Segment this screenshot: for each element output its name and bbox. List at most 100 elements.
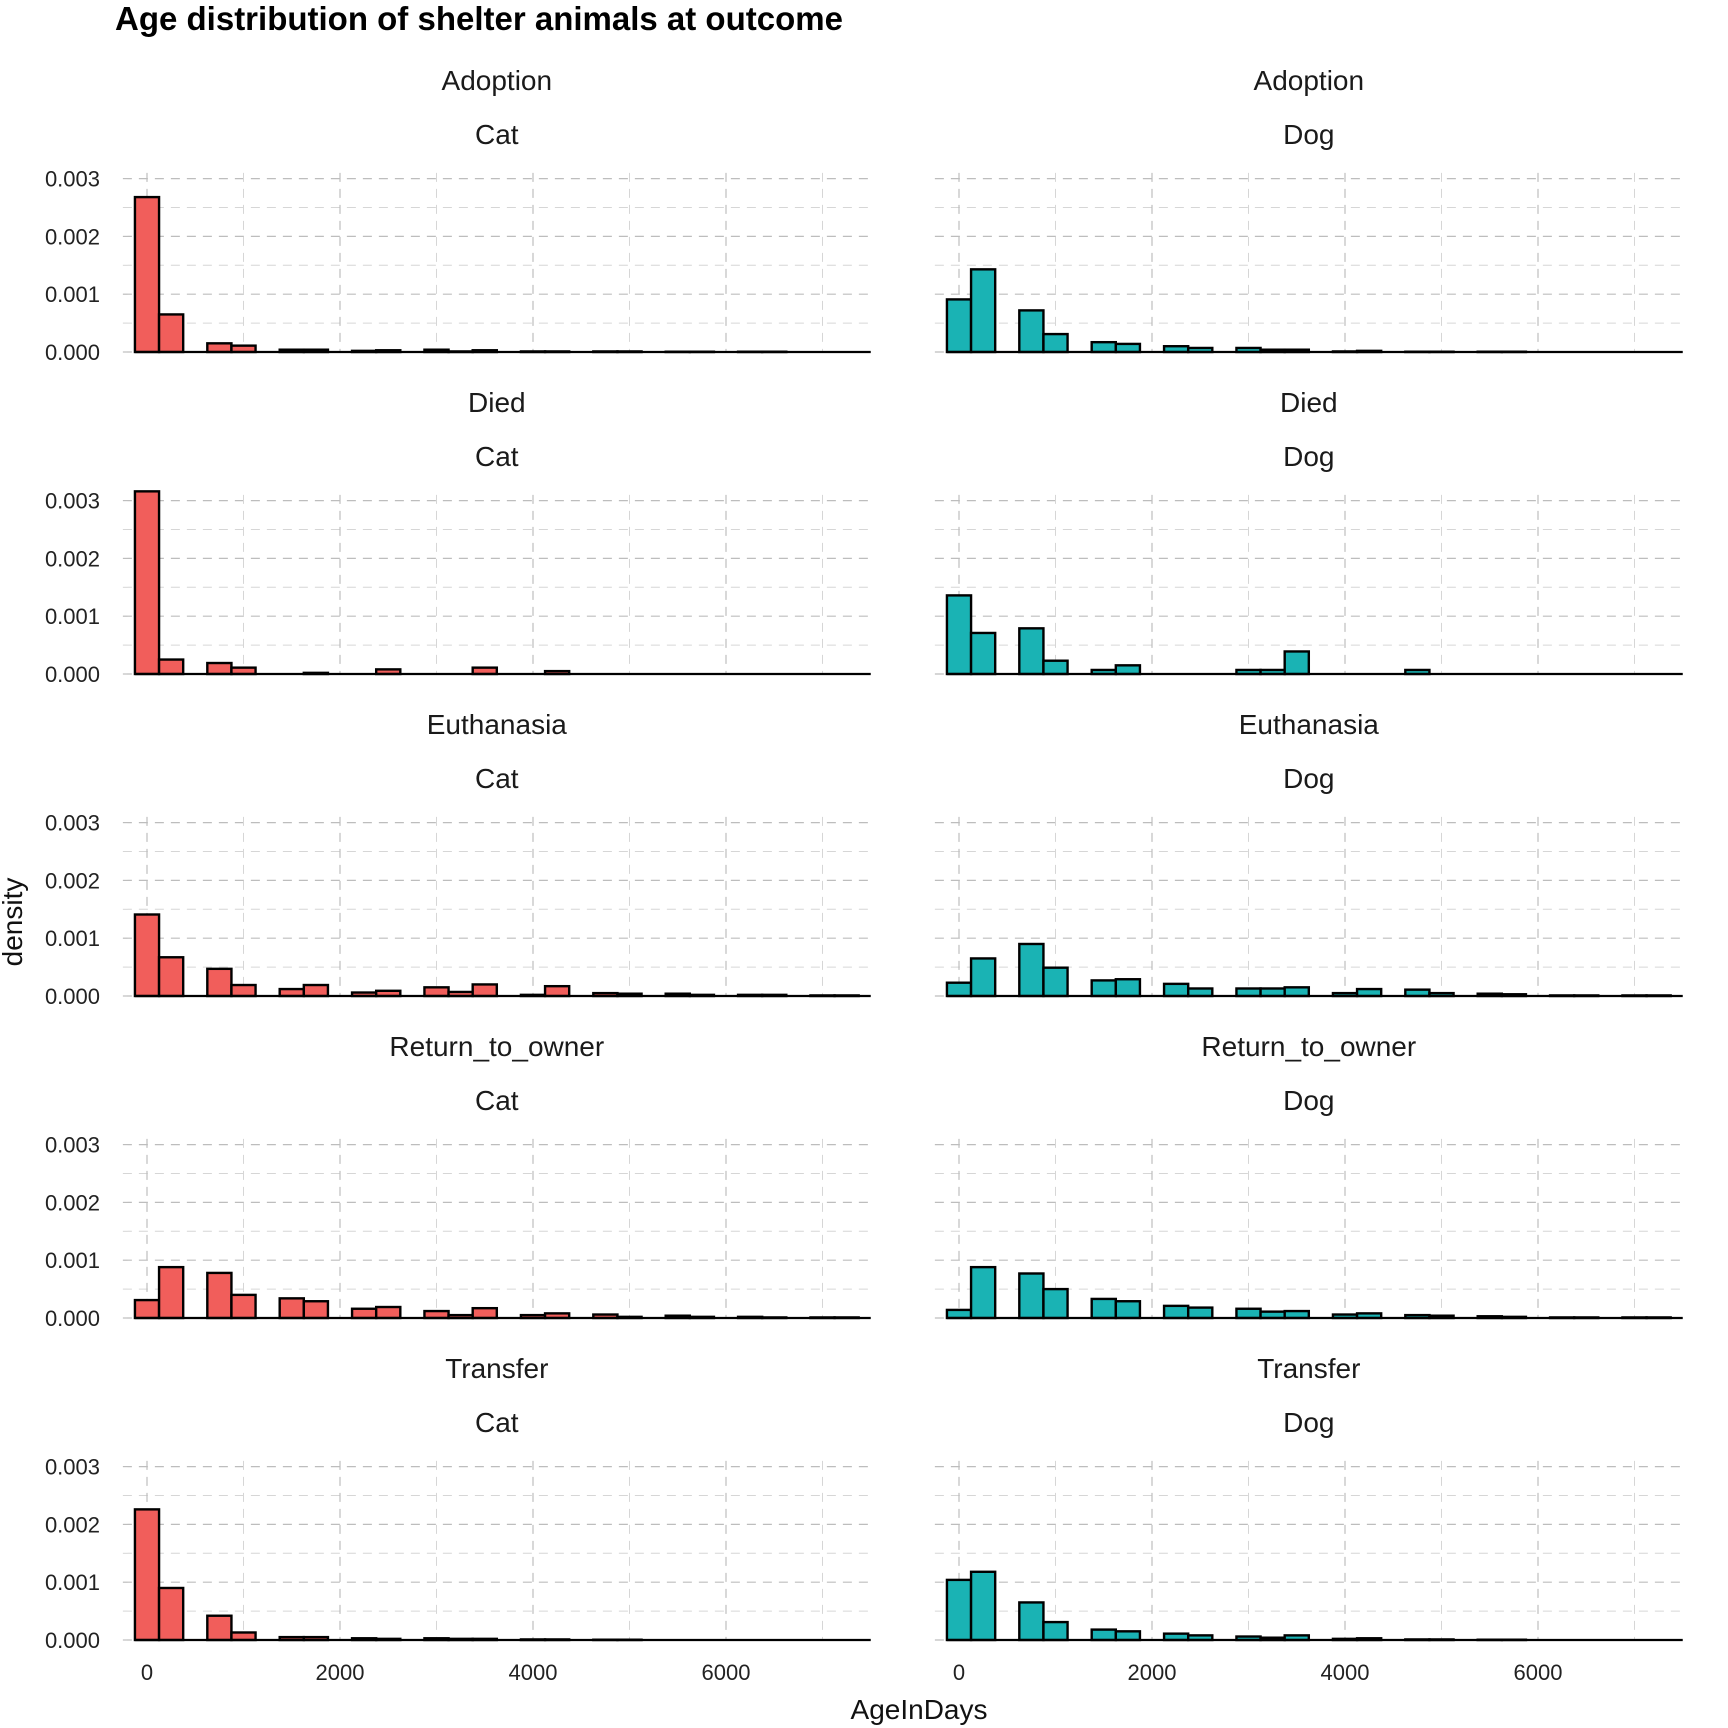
histogram-bar — [945, 981, 973, 998]
facet-panel-return-to-owner-dog: Return_to_owner Dog — [934, 1031, 1683, 1320]
histogram-bar — [157, 1265, 185, 1320]
histogram-bar — [230, 983, 257, 998]
y-tick-label: 0.003 — [45, 1455, 100, 1480]
facet-panel-transfer-cat: Transfer Cat 0.000 0.001 0.002 0.003 0 2000 4000… — [45, 1353, 871, 1685]
strip-label-outcome: Died — [1280, 387, 1338, 418]
histogram-bar — [1018, 1601, 1045, 1642]
strip-label-outcome: Adoption — [1254, 65, 1365, 96]
histogram-bar — [230, 1293, 257, 1320]
histogram-bar — [1283, 986, 1311, 998]
y-tick-label: 0.001 — [45, 1570, 100, 1595]
strip-label-outcome: Transfer — [1257, 1353, 1360, 1384]
y-tick-label: 0.000 — [45, 340, 100, 365]
strip-label-outcome: Died — [468, 387, 526, 418]
histogram-bar — [1186, 987, 1214, 998]
histogram-bar — [1042, 966, 1069, 998]
histogram-bar — [157, 1586, 185, 1642]
y-tick-label: 0.000 — [45, 1306, 100, 1331]
histogram-bar — [1090, 979, 1118, 998]
facet-panel-died-cat: Died Cat 0.000 0.001 0.002 0.003 — [45, 387, 871, 687]
facet-panel-euthanasia-cat: Euthanasia Cat 0.000 0.001 0.002 0.003 — [45, 709, 871, 1009]
histogram-bar — [1114, 342, 1142, 354]
y-tick-label: 0.000 — [45, 1628, 100, 1653]
histogram-bar — [1090, 340, 1118, 354]
histogram-bar — [969, 1265, 997, 1320]
strip-label-species: Dog — [1283, 763, 1334, 794]
facet-panel-adoption-dog: Adoption Dog — [934, 65, 1683, 354]
facet-panel-adoption-cat: Adoption Cat 0.000 0.001 0.002 0.003 — [45, 65, 871, 365]
histogram-bar — [1042, 1620, 1069, 1642]
histogram-bar — [1090, 1297, 1118, 1320]
histogram-bar — [945, 1308, 973, 1320]
x-tick-label: 6000 — [702, 1660, 751, 1685]
histogram-bar — [1090, 1628, 1118, 1642]
histogram-bar — [1235, 1307, 1262, 1320]
x-tick-label: 4000 — [509, 1660, 558, 1685]
histogram-bar — [1114, 1300, 1142, 1320]
histogram-bar — [969, 268, 997, 354]
histogram-bar — [1186, 1306, 1214, 1320]
strip-label-species: Cat — [475, 1085, 519, 1116]
strip-label-species: Cat — [475, 1407, 519, 1438]
y-tick-label: 0.003 — [45, 811, 100, 836]
y-tick-label: 0.001 — [45, 1248, 100, 1273]
facet-panel-died-dog: Died Dog — [934, 387, 1683, 676]
histogram-bar — [1283, 650, 1311, 676]
strip-label-species: Dog — [1283, 441, 1334, 472]
histogram-bar — [945, 298, 973, 354]
histogram-bar — [1018, 627, 1045, 676]
histogram-bar — [1018, 309, 1045, 354]
histogram-bar — [133, 913, 161, 998]
histogram-bar — [1042, 332, 1069, 354]
facet-panel-return-to-owner-cat: Return_to_owner Cat 0.000 0.001 0.002 0.003 — [45, 1031, 871, 1331]
histogram-bar — [969, 957, 997, 998]
histogram-bar — [157, 956, 185, 998]
strip-label-species: Cat — [475, 441, 519, 472]
histogram-bar — [157, 658, 185, 676]
histogram-bar — [471, 983, 499, 998]
histogram-bar — [1018, 1272, 1045, 1320]
histogram-bar — [230, 1631, 257, 1642]
histogram-bar — [157, 313, 185, 354]
strip-label-species: Cat — [475, 119, 519, 150]
strip-label-outcome: Transfer — [445, 1353, 548, 1384]
histogram-bar — [1114, 664, 1142, 676]
histogram-bar — [423, 986, 450, 998]
y-tick-label: 0.002 — [45, 546, 100, 571]
y-tick-label: 0.001 — [45, 926, 100, 951]
histogram-bar — [206, 661, 233, 676]
histogram-bar — [1235, 987, 1262, 998]
histogram-bar — [1114, 978, 1142, 998]
strip-label-outcome: Euthanasia — [427, 709, 568, 740]
histogram-bar — [969, 631, 997, 676]
y-tick-label: 0.002 — [45, 868, 100, 893]
histogram-bar — [1114, 1630, 1142, 1642]
histogram-bar — [1259, 987, 1286, 998]
histogram-bar — [302, 1300, 330, 1320]
x-tick-label: 0 — [141, 1660, 153, 1685]
histogram-bar — [206, 1614, 233, 1642]
strip-label-outcome: Euthanasia — [1239, 709, 1380, 740]
x-tick-label: 0 — [953, 1660, 965, 1685]
histogram-bar — [1162, 982, 1190, 998]
histogram-bar — [374, 1305, 402, 1320]
facet-panels: Adoption Cat 0.000 0.001 0.002 0.003 Adoption D… — [45, 65, 1683, 1685]
y-tick-label: 0.001 — [45, 282, 100, 307]
chart-title: Age distribution of shelter animals at o… — [115, 0, 843, 37]
histogram-bar — [1162, 1304, 1190, 1320]
y-tick-label: 0.000 — [45, 984, 100, 1009]
strip-label-species: Cat — [475, 763, 519, 794]
strip-label-outcome: Adoption — [442, 65, 553, 96]
y-tick-label: 0.001 — [45, 604, 100, 629]
histogram-bar — [206, 342, 233, 354]
y-axis-label: density — [0, 878, 28, 967]
histogram-bar — [133, 1298, 161, 1320]
histogram-bar — [969, 1570, 997, 1642]
strip-label-species: Dog — [1283, 119, 1334, 150]
facet-panel-euthanasia-dog: Euthanasia Dog — [934, 709, 1683, 998]
histogram-bar — [350, 1307, 378, 1320]
strip-label-outcome: Return_to_owner — [389, 1031, 604, 1062]
x-axis-label: AgeInDays — [851, 1694, 988, 1725]
x-tick-label: 2000 — [1128, 1660, 1177, 1685]
